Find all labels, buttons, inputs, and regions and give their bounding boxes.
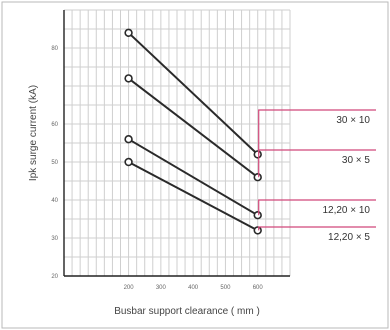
x-tick-label: 200 [124,285,135,291]
series-callout-line [258,226,376,231]
series-point [253,150,262,159]
x-tick-label: 500 [220,285,231,291]
series-callout-line [258,149,376,178]
y-tick-label: 30 [51,236,58,242]
series-line [127,32,259,156]
series-point [124,157,133,167]
series-callout-line [258,109,376,155]
series-point [253,173,262,182]
x-tick-label: 400 [188,285,199,291]
y-tick-label: 60 [51,122,58,128]
series-label: 30 × 5 [342,155,371,166]
series-point [253,226,262,235]
series-line [127,77,259,178]
series-label: 30 × 10 [336,115,370,126]
series-point [124,28,133,37]
series-line [128,138,259,217]
series-point [124,74,133,83]
y-tick-label: 80 [51,46,58,52]
y-axis-label: Ipk surge current (kA) [28,85,39,181]
series-point [253,211,262,220]
x-tick-label: 600 [253,285,264,291]
x-axis-label: Busbar support clearance ( mm ) [114,306,260,317]
series-line [128,161,259,232]
series-callout-line [258,199,376,216]
series-label: 12,20 × 5 [328,232,370,243]
x-tick-label: 300 [156,285,167,291]
y-tick-label: 40 [51,198,58,204]
y-tick-label: 50 [51,160,58,166]
y-tick-label: 20 [51,274,58,280]
series-label: 12,20 × 10 [322,205,370,216]
series-point [124,135,133,144]
